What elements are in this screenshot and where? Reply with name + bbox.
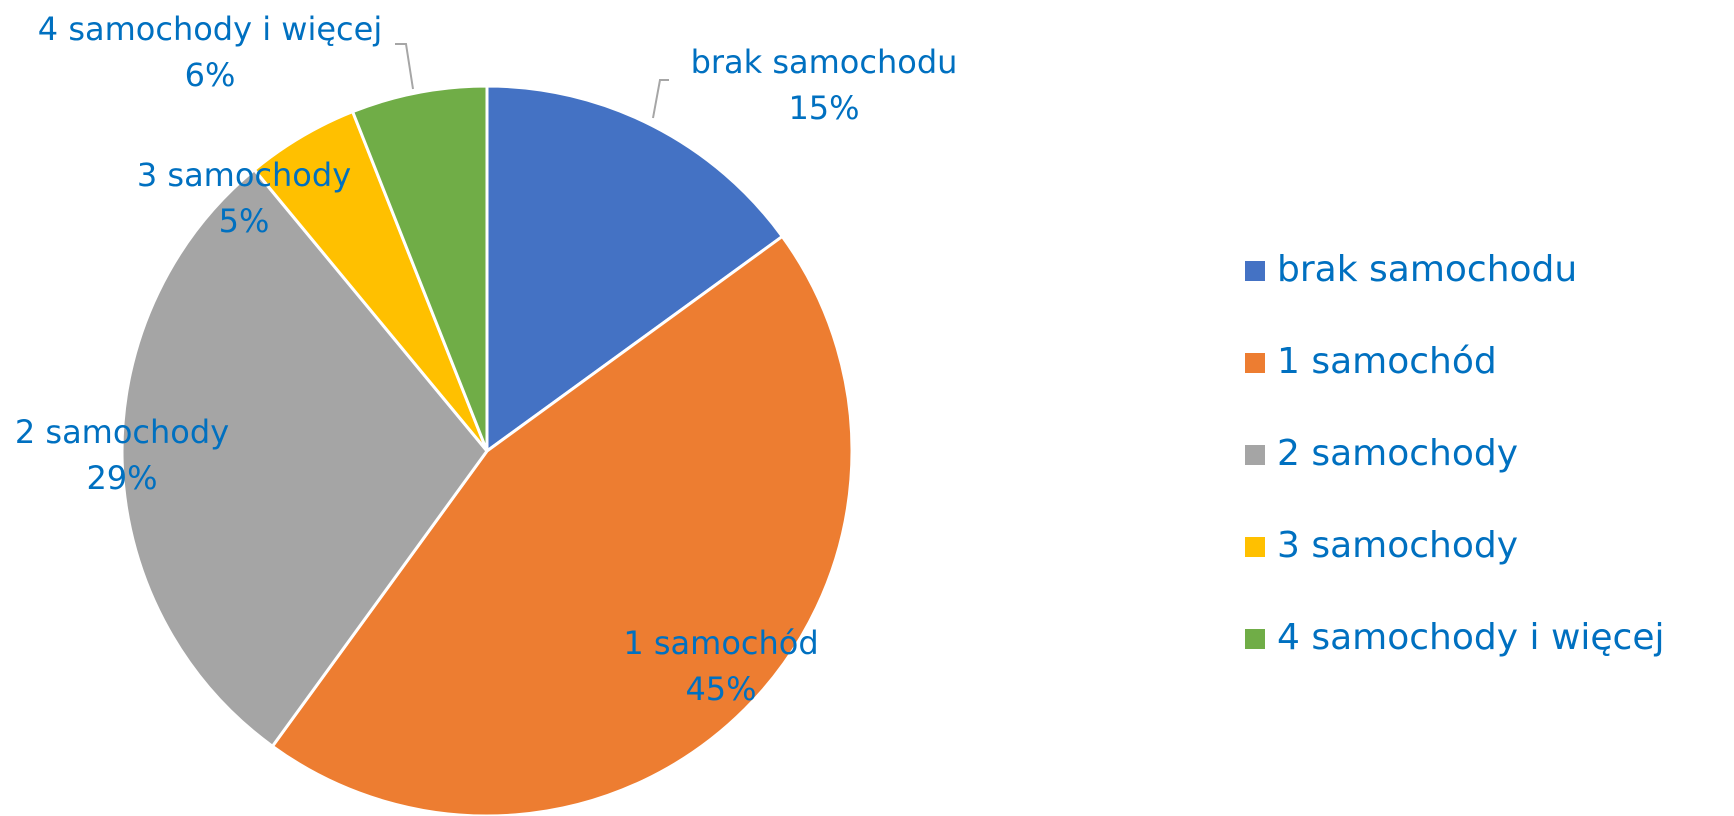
legend-label: 1 samochód: [1277, 341, 1497, 382]
legend-label: 3 samochody: [1277, 525, 1518, 566]
data-label-value: 5%: [219, 202, 270, 240]
data-label-name: 3 samochody: [137, 156, 351, 194]
data-label-value: 6%: [185, 56, 236, 94]
legend-swatch: [1245, 445, 1265, 465]
data-label-name: brak samochodu: [691, 43, 958, 81]
legend-label: brak samochodu: [1277, 249, 1577, 290]
pie-slice: [485, 84, 785, 454]
legend-label: 2 samochody: [1277, 433, 1518, 474]
data-label-name: 2 samochody: [15, 413, 229, 451]
legend-swatch: [1245, 537, 1265, 557]
legend-swatch: [1245, 629, 1265, 649]
data-label-value: 29%: [86, 459, 157, 497]
data-label-value: 15%: [788, 89, 859, 127]
pie-slice: [120, 167, 489, 749]
legend-label: 4 samochody i więcej: [1277, 617, 1664, 658]
data-label-name: 1 samochód: [623, 624, 818, 662]
data-label-name: 4 samochody i więcej: [38, 10, 382, 48]
pie-slice: [270, 234, 854, 816]
pie: [120, 84, 854, 816]
pie-slice: [350, 84, 489, 452]
legend-swatch: [1245, 261, 1265, 281]
data-label-value: 45%: [685, 670, 756, 708]
leader-line: [652, 79, 669, 119]
leader-line: [395, 43, 414, 90]
legend-swatch: [1245, 353, 1265, 373]
